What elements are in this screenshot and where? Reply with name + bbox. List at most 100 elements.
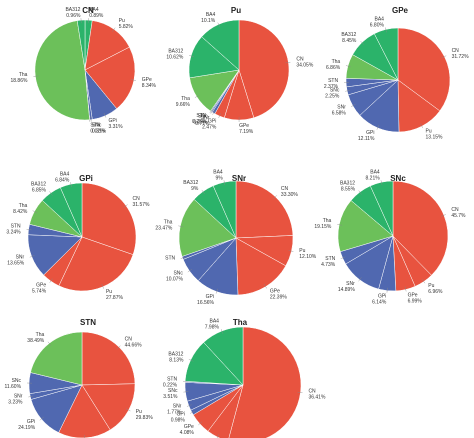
pie-slice-label: CN <box>452 48 460 54</box>
pie-slice-label: GPi <box>27 419 35 425</box>
pie-slice-value: 36.41% <box>308 395 326 401</box>
pie-slice-value: 3.24% <box>6 229 21 235</box>
pie-slice-value: 33.30% <box>281 192 299 198</box>
pie-title: GPi <box>79 174 93 183</box>
pie-slice-label: SNr <box>201 115 210 121</box>
pie-slice-value: 8.42% <box>13 209 28 215</box>
pie-slice-value: 18.86% <box>10 78 28 84</box>
pie-slice-value: 4.73% <box>321 262 336 268</box>
pie-slice-label: CN <box>308 389 316 395</box>
pie-leader-line <box>386 287 388 293</box>
pie-leader-line <box>28 395 34 398</box>
pie-slice-label: BA312 <box>183 180 198 186</box>
pie-slice-label: BA312 <box>31 182 46 188</box>
pie-leader-line <box>263 283 267 289</box>
pie-slice-value: 13.65% <box>7 260 25 266</box>
pie-title: CN <box>82 6 94 15</box>
pie-leader-line <box>421 278 426 284</box>
pie-leader-line <box>441 214 446 217</box>
pie-slice-value: 5.74% <box>32 289 47 295</box>
pie-slice-value: 8.55% <box>341 187 356 193</box>
pie-leader-line <box>47 341 52 346</box>
pie-leader-line <box>194 94 200 98</box>
pie-slice-value: 0.89% <box>89 13 104 19</box>
pie-slice-label: SNc <box>92 123 102 129</box>
pie-leader-line <box>116 345 121 350</box>
pie-title: STN <box>80 318 96 327</box>
pie-slice-label: CN <box>451 207 459 213</box>
pie-slice-value: 3.51% <box>163 394 178 400</box>
pie-slice-value: 3.23% <box>8 399 23 405</box>
pie-leader-line <box>130 79 136 81</box>
pie-slice-label: STN <box>165 256 175 262</box>
pie-slice-label: STN <box>325 256 335 262</box>
pie-slice-label: SNr <box>337 105 346 111</box>
pie-slice-label: SNr <box>346 281 355 287</box>
pie-leader-line <box>340 256 346 259</box>
pie-slice-value: 23.47% <box>155 226 173 232</box>
pie-slice-value: 6.14% <box>372 300 387 306</box>
pie-slice-label: BA4 <box>60 171 70 177</box>
pie-slice-label: GPi <box>378 294 386 300</box>
pie-slice-label: Tha <box>332 59 341 65</box>
pie-leader-line <box>198 421 203 426</box>
pie-leader-line <box>345 90 351 92</box>
pie-leader-line <box>90 116 92 122</box>
pie-slice-label: Tha <box>181 96 190 102</box>
pie-slice-label: GPe <box>36 283 46 289</box>
pie-leader-line <box>404 286 407 292</box>
pie-slice-value: 10.62% <box>166 55 184 61</box>
pie-leader-line <box>32 210 38 214</box>
pie-slice-value: 6.80% <box>370 23 385 29</box>
pie-slice-label: Pu <box>428 283 434 289</box>
pie-slice-value: 2.25% <box>325 94 340 100</box>
pie-slice-label: BA4 <box>206 12 216 18</box>
pie-leader-line <box>49 278 53 283</box>
pie-slice-label: GPe <box>142 77 152 83</box>
pie-slice-value: 0.98% <box>171 417 186 423</box>
pie-leader-line <box>350 104 356 107</box>
pie-leader-line <box>186 404 192 407</box>
pie-slice-label: CN <box>296 56 304 62</box>
pie-slice-label: Pu <box>136 409 142 415</box>
pie-slice-label: BA4 <box>210 319 220 325</box>
pie-panel-stn: STNCN44.66%Pu29.83%GPe29.35%GPi24.19%SNr… <box>4 318 153 438</box>
pie-slice-value: 9% <box>191 186 199 192</box>
pie-slice-value: 10.07% <box>166 277 184 283</box>
pie-slice-value: 6.96% <box>428 289 443 295</box>
pie-leader-line <box>39 416 44 421</box>
pie-leader-line <box>380 180 383 186</box>
pie-slice-value: 0.29% <box>193 120 208 126</box>
pie-slice-label: SNc <box>168 388 178 394</box>
pie-slice-label: GPe <box>184 424 194 430</box>
pie-slice-value: 8.34% <box>142 83 157 89</box>
pie-slice-label: Tha <box>19 72 28 78</box>
pie-leader-line <box>220 329 224 334</box>
pie-slice-label: STN <box>11 223 21 229</box>
pie-slice-value: 7.19% <box>239 129 254 135</box>
pie-slice-value: 0.23% <box>192 119 207 125</box>
pie-leader-line <box>385 27 387 33</box>
pie-leader-line <box>103 112 107 118</box>
pie-slice-value: 16.56% <box>197 300 215 306</box>
pie-slice-value: 14.89% <box>338 287 356 293</box>
pie-slice-label: CN <box>281 186 289 192</box>
pie-leader-line <box>29 255 35 258</box>
pie-leader-line <box>49 191 53 196</box>
pie-leader-line <box>26 229 32 231</box>
pie-slice-label: BA4 <box>213 169 223 175</box>
pie-slice-label: BA312 <box>168 49 183 55</box>
pie-leader-line <box>358 190 362 195</box>
pie-title: Tha <box>233 318 248 327</box>
pie-slice-label: GPe <box>239 123 249 129</box>
pie-slice-value: 38.49% <box>27 338 45 344</box>
pie-leader-line <box>360 40 365 45</box>
pie-slice-value: 2.47% <box>202 124 217 130</box>
pie-slice-label: BA312 <box>65 7 80 13</box>
